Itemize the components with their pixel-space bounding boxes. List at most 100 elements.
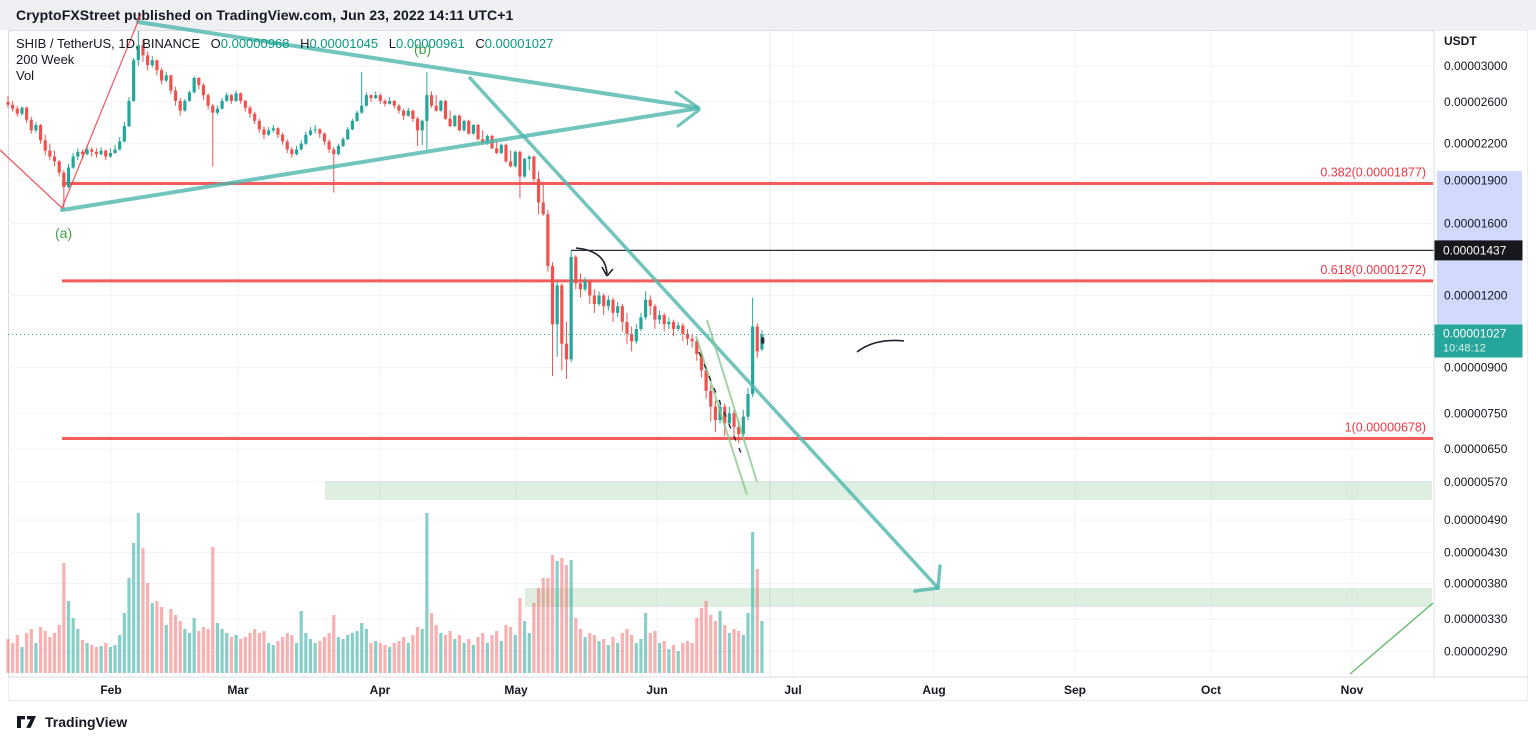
volume-bar [360,623,364,673]
candle-body [234,93,238,101]
publish-header: CryptoFXStreet published on TradingView.… [0,0,1536,30]
time-tick-label: Nov [1341,683,1364,697]
candle-body [630,333,634,342]
volume-bar [183,629,187,673]
triangle-lower-line[interactable] [60,106,699,212]
volume-bar [141,548,145,673]
candle-body [471,125,475,134]
volume-bar [588,633,592,673]
price-tick-label: 0.00001900 [1444,173,1508,187]
mini-channel-line[interactable] [695,335,748,496]
volume-bar [648,633,652,673]
breakdown-arrow[interactable] [468,76,942,593]
candle-body [606,299,610,307]
triangle-drawing[interactable] [60,20,701,212]
candle-body [346,129,350,140]
volume-bar [20,647,24,673]
triangle-upper-line[interactable] [136,20,699,110]
volume-bar [155,601,159,673]
candle-body [276,128,280,135]
volume-bar [350,633,354,673]
wave-a-label[interactable]: (a) [55,225,72,241]
volume-bar [146,583,150,673]
candle-body [555,285,559,325]
candle-body [15,108,19,114]
candle-body [192,77,196,93]
candle-body [662,315,666,325]
volume-bar [66,601,71,673]
volume-bar [62,563,66,673]
volume-bar [57,625,61,673]
candle-body [136,45,140,61]
candle-body [215,108,220,113]
volume-bar [443,635,448,673]
candle-body [681,325,685,334]
candle-body [751,326,755,394]
volume-bar [634,643,638,673]
volume-bar [522,621,527,673]
candle-body [43,140,47,151]
curve-arrowhead [606,268,614,277]
volume-bar [685,641,690,673]
volume-bar [676,651,680,673]
candle-body [397,105,401,111]
candle-body [229,95,233,101]
wave-b-label[interactable]: (b) [414,41,431,57]
candle-body [327,141,331,150]
candle-body [476,125,480,140]
candle-body [657,315,662,320]
wave-zigzag-line[interactable] [0,13,142,210]
candle-body [625,321,629,334]
volume-bar [211,547,215,673]
support-zone[interactable] [325,481,1432,500]
candle-body [285,141,289,150]
volume-bar [509,627,513,673]
price-tick-label: 0.00001200 [1444,289,1508,303]
volume-bar [578,629,583,673]
candle-body [364,95,368,106]
volume-bar [38,627,43,673]
candle-body [574,256,578,284]
volume-bar [52,633,57,673]
volume-bar [462,643,466,673]
breakdown-arrow-line[interactable] [468,76,940,590]
candle-body [420,120,424,131]
hand-drawn-curve[interactable] [575,247,608,275]
candle-body [159,70,164,81]
mini-channel-line[interactable] [706,319,758,483]
volume-bar [406,643,410,673]
volume-bar [159,607,164,673]
candle-body [290,149,294,155]
candle-body [76,151,80,157]
candle-body [639,317,643,329]
candle-body [704,370,708,391]
hand-drawn-curve[interactable] [856,339,905,353]
time-axis-panel[interactable] [8,677,1528,701]
candle-body [727,413,731,424]
hand-dashed-line[interactable] [698,351,742,454]
candle-body [616,306,620,313]
last-bar-marker [761,337,765,344]
candle-body [527,156,531,159]
volume-bar [225,633,229,673]
volume-bar [122,613,126,673]
volume-bar [695,618,699,673]
candle-body [62,172,66,188]
crossed-price-text: 0.00001437 [1443,243,1507,257]
tradingview-brand[interactable]: TradingView [45,713,128,730]
volume-bar [378,643,382,673]
price-tick-label: 0.00000380 [1444,577,1508,591]
support-zone[interactable] [525,588,1432,607]
volume-bar [481,633,485,673]
volume-bar [592,635,597,673]
volume-bar [550,555,555,673]
candle-body [262,129,266,135]
volume-bar [127,578,131,673]
candle-body [504,144,508,162]
volume-bar [569,560,573,673]
candle-body [220,100,224,109]
candle-body [304,134,308,144]
volume-bar [294,643,299,673]
time-tick-label: Feb [100,683,121,697]
